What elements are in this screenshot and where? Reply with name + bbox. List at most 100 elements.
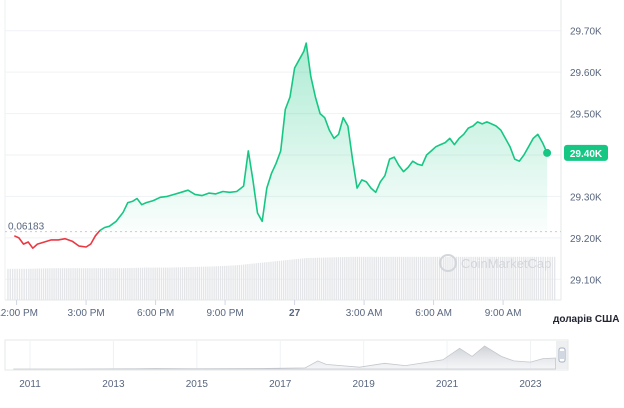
price-area <box>100 43 548 232</box>
watermark: CoinMarketCap <box>439 254 551 272</box>
volume-bar <box>51 268 53 300</box>
volume-bar <box>350 256 352 300</box>
volume-bar <box>264 262 266 300</box>
volume-bar <box>422 256 424 300</box>
price-area-fill <box>100 43 548 232</box>
volume-bar <box>495 256 498 300</box>
overview-year-label: 2017 <box>269 379 292 390</box>
volume-bar <box>540 256 542 300</box>
volume-bar <box>386 256 388 300</box>
volume-bar <box>551 256 554 300</box>
volume-bar <box>217 266 220 300</box>
volume-bar <box>202 266 205 300</box>
volume-bar <box>424 256 426 300</box>
y-tick-label: 29.30K <box>570 192 602 203</box>
volume-bar <box>327 257 329 300</box>
volume-bar <box>135 267 137 300</box>
volume-bar <box>491 256 493 300</box>
volume-bar <box>245 264 247 300</box>
volume-bar <box>55 268 57 300</box>
volume-bar <box>480 256 483 300</box>
volume-bar <box>129 267 131 300</box>
y-tick-label: 29.60K <box>570 68 602 79</box>
volume-bar <box>148 267 150 300</box>
volume-bar <box>194 266 196 300</box>
volume-bar <box>141 267 144 300</box>
volume-bar <box>352 256 354 300</box>
volume-bar <box>38 268 40 300</box>
volume-bar <box>70 268 72 300</box>
volume-bar <box>468 256 470 300</box>
volume-bar <box>101 268 104 300</box>
volume-bar <box>160 267 163 300</box>
volume-bar <box>45 268 47 300</box>
volume-bar <box>255 263 257 300</box>
volume-bar <box>259 262 262 300</box>
volume-bar <box>200 266 203 300</box>
volume-bar <box>320 257 323 300</box>
volume-bar <box>472 256 474 300</box>
volume-bar <box>360 256 363 300</box>
volume-bar <box>432 256 434 300</box>
volume-bar <box>419 256 422 300</box>
volume-bar <box>415 256 417 300</box>
volume-bar <box>314 257 316 300</box>
volume-bar <box>358 256 361 300</box>
volume-bar <box>529 256 531 300</box>
volume-bar <box>474 256 476 300</box>
volume-bar <box>253 263 255 300</box>
volume-bar <box>251 263 253 300</box>
volume-bar <box>297 258 300 300</box>
volume-bar <box>66 268 68 300</box>
volume-bar <box>99 268 102 300</box>
volume-bar <box>154 267 156 300</box>
price-lines <box>13 42 548 249</box>
volume-bar <box>295 259 297 300</box>
volume-bar <box>384 256 386 300</box>
volume-bar <box>306 258 308 300</box>
volume-bar <box>209 266 211 300</box>
volume-bar <box>23 268 25 300</box>
volume-bar <box>192 266 194 300</box>
volume-bar <box>249 263 251 300</box>
volume-bar <box>211 266 213 300</box>
volume-bar <box>9 268 11 300</box>
volume-bar <box>371 256 373 300</box>
volume-bar <box>403 256 405 300</box>
volume-bar <box>280 260 283 300</box>
volume-bar <box>478 256 481 300</box>
overview-year-label: 2011 <box>19 379 41 390</box>
volume-bar <box>405 256 407 300</box>
x-tick-label: 12:00 PM <box>0 308 38 319</box>
volume-bar <box>152 267 154 300</box>
volume-bar <box>224 265 226 300</box>
volume-bar <box>394 256 396 300</box>
volume-bar <box>464 256 466 300</box>
volume-bar <box>247 264 249 300</box>
volume-bar <box>40 268 43 300</box>
volume-bar <box>520 256 523 300</box>
volume-bar <box>523 256 525 300</box>
volume-bar <box>14 268 16 300</box>
volume-bar <box>443 256 445 300</box>
volume-bar <box>108 268 110 300</box>
volume-bar <box>236 265 238 300</box>
overview-year-labels: 2011 2013 2015 2017 2019 2021 2023 <box>19 379 542 390</box>
volume-bar <box>487 256 489 300</box>
volume-bar <box>373 256 375 300</box>
volume-bar <box>299 258 302 300</box>
volume-bar <box>451 256 453 300</box>
volume-bar <box>512 256 514 300</box>
reference-price-label: 0,06183 <box>8 222 45 233</box>
volume-bar <box>308 257 310 300</box>
overview-drag-handle[interactable] <box>558 347 566 363</box>
volume-bar <box>329 257 331 300</box>
volume-bar <box>95 268 97 300</box>
volume-bar <box>238 264 241 300</box>
volume-bar <box>510 256 512 300</box>
volume-bar <box>175 267 177 300</box>
volume-bar <box>516 256 519 300</box>
volume-bar <box>278 260 281 300</box>
volume-bar <box>127 268 129 300</box>
volume-bar <box>506 256 508 300</box>
